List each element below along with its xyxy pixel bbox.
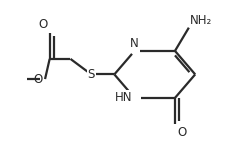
Text: O: O	[177, 126, 187, 139]
Text: O: O	[33, 73, 43, 86]
Text: NH₂: NH₂	[190, 14, 212, 27]
Text: N: N	[130, 37, 139, 50]
Text: O: O	[38, 18, 47, 31]
Text: S: S	[88, 68, 95, 81]
Text: HN: HN	[115, 91, 132, 104]
